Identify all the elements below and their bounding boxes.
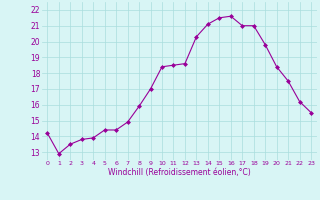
X-axis label: Windchill (Refroidissement éolien,°C): Windchill (Refroidissement éolien,°C): [108, 168, 251, 177]
